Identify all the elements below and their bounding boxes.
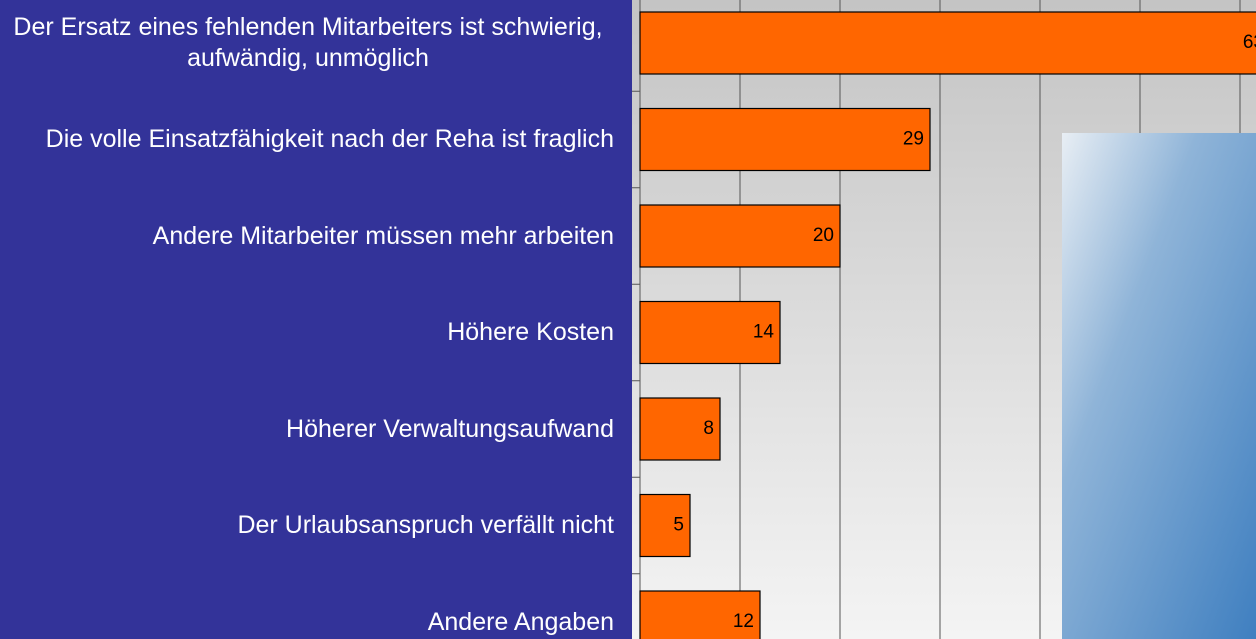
category-label: Höherer Verwaltungsaufwand xyxy=(2,384,614,474)
category-text: Andere Mitarbeiter müssen mehr arbeiten xyxy=(153,221,614,252)
category-text: Höherer Verwaltungsaufwand xyxy=(286,414,614,445)
bar xyxy=(640,205,840,267)
category-label: Höhere Kosten xyxy=(2,288,614,378)
value-label: 12 xyxy=(733,611,754,632)
category-text: Der Ersatz eines fehlenden Mitarbeiters … xyxy=(2,12,614,74)
value-label: 5 xyxy=(673,515,684,536)
value-label: 14 xyxy=(753,322,775,343)
category-text: Der Urlaubsanspruch verfällt nicht xyxy=(237,510,614,541)
category-label: Andere Mitarbeiter müssen mehr arbeiten xyxy=(2,191,614,281)
bar xyxy=(640,109,930,171)
category-label: Die volle Einsatzfähigkeit nach der Reha… xyxy=(2,95,614,185)
category-text: Die volle Einsatzfähigkeit nach der Reha… xyxy=(46,124,614,155)
sky-photo xyxy=(1062,133,1256,639)
category-label: Der Urlaubsanspruch verfällt nicht xyxy=(2,481,614,571)
bar xyxy=(640,12,1256,74)
value-label: 20 xyxy=(813,225,834,246)
slide: 63 29 20 14 8 5 12 Der Ersatz eines fehlenden … xyxy=(0,0,1256,639)
value-label: 63 xyxy=(1243,32,1256,53)
value-label: 29 xyxy=(903,129,924,150)
category-label: Andere Angaben xyxy=(2,577,614,639)
category-label: Der Ersatz eines fehlenden Mitarbeiters … xyxy=(2,0,614,88)
category-text: Andere Angaben xyxy=(428,607,614,638)
value-label: 8 xyxy=(703,418,714,439)
category-text: Höhere Kosten xyxy=(447,317,614,348)
